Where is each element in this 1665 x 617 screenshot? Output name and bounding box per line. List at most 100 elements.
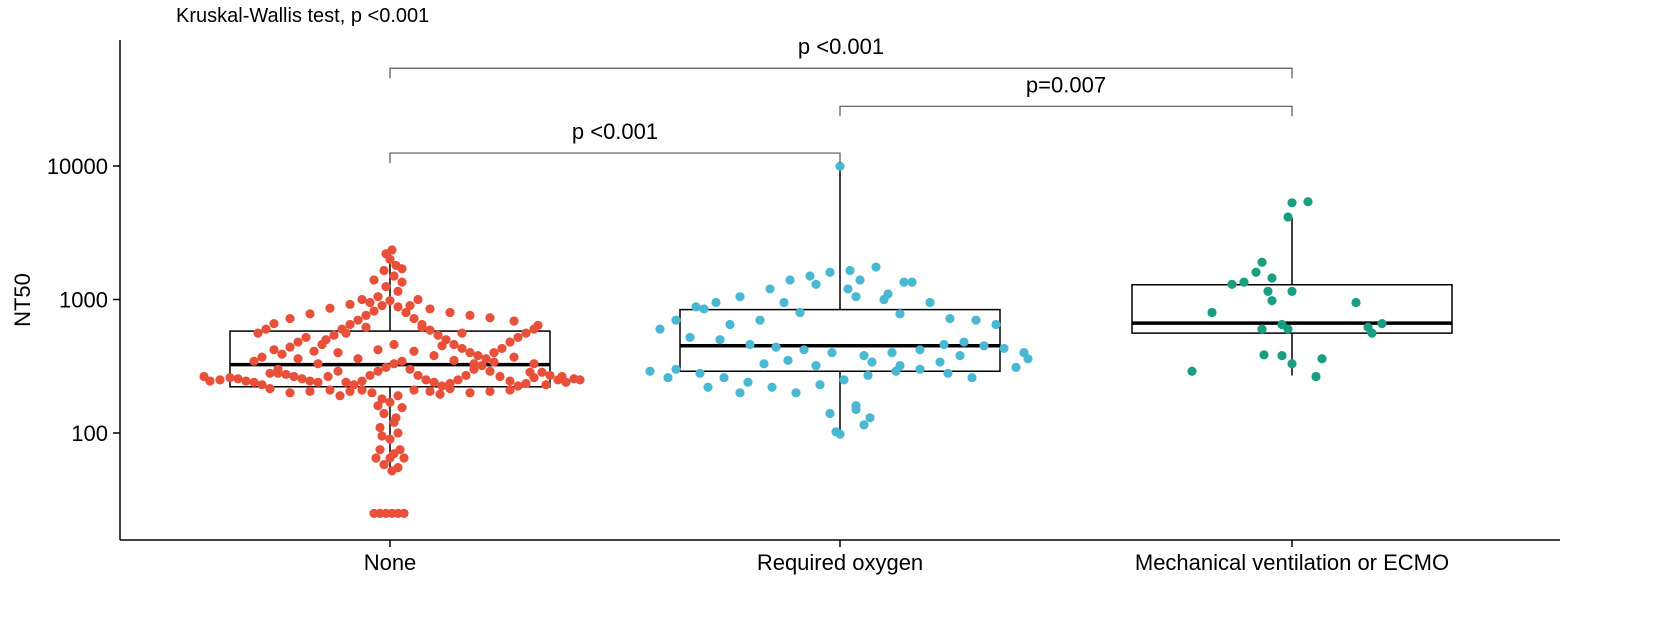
data-point — [495, 371, 505, 382]
data-point — [867, 357, 877, 367]
data-point — [943, 368, 953, 378]
data-point — [385, 296, 395, 306]
data-point — [425, 325, 435, 335]
data-point — [735, 388, 745, 398]
data-point — [377, 394, 387, 404]
data-point — [293, 354, 303, 364]
data-point — [305, 386, 315, 396]
data-point — [421, 375, 431, 385]
data-point — [699, 304, 709, 314]
data-point — [839, 375, 849, 385]
data-point — [379, 408, 389, 419]
data-point — [345, 386, 355, 396]
box-iqr — [1131, 283, 1453, 334]
data-point — [765, 284, 775, 294]
data-point — [887, 348, 897, 358]
data-point — [285, 342, 295, 352]
data-point — [1283, 324, 1293, 334]
data-point — [485, 313, 495, 323]
data-point — [835, 161, 845, 171]
data-point — [785, 275, 795, 285]
data-point — [999, 343, 1009, 354]
data-point — [281, 369, 291, 379]
box-2 — [679, 166, 1001, 433]
data-point — [321, 335, 331, 345]
data-point — [465, 310, 475, 321]
data-point — [389, 417, 399, 428]
data-point — [967, 373, 977, 383]
data-point — [745, 339, 755, 350]
p-value-label: p=0.007 — [1026, 72, 1106, 97]
data-point — [791, 388, 801, 398]
data-point — [1257, 324, 1267, 334]
data-point — [825, 408, 835, 419]
data-point — [241, 376, 251, 386]
data-point — [373, 292, 383, 302]
data-point — [935, 357, 945, 367]
data-point — [269, 318, 279, 329]
x-tick-label: Mechanical ventilation or ECMO — [1135, 550, 1449, 575]
data-point — [313, 377, 323, 387]
data-point — [685, 332, 695, 343]
data-point — [333, 366, 343, 376]
data-point — [457, 343, 467, 354]
data-point — [285, 313, 295, 324]
data-point — [265, 384, 275, 394]
data-point — [811, 279, 821, 289]
data-point — [425, 304, 435, 314]
data-point — [357, 294, 367, 305]
data-point — [409, 346, 419, 356]
data-point — [409, 385, 419, 395]
data-point — [365, 370, 375, 381]
data-point — [795, 307, 805, 318]
data-point — [393, 286, 403, 296]
data-point — [371, 453, 381, 463]
data-point — [979, 341, 989, 351]
data-point — [465, 348, 475, 358]
box-iqr — [229, 330, 551, 388]
significance-brackets: p <0.001 p=0.007 p <0.001 — [389, 34, 1293, 164]
data-point — [715, 335, 725, 345]
data-point — [505, 337, 515, 347]
data-point — [811, 360, 821, 371]
y-axis-title: NT50 — [10, 273, 35, 327]
data-point — [341, 377, 351, 387]
data-point — [1251, 267, 1261, 277]
bracket — [839, 105, 1293, 117]
data-point — [959, 337, 969, 347]
data-point — [373, 401, 383, 411]
data-point — [257, 352, 267, 362]
data-point — [1263, 286, 1273, 296]
data-point — [1351, 297, 1361, 308]
data-point — [393, 391, 403, 401]
p-value-label: p <0.001 — [798, 34, 884, 59]
data-point — [955, 350, 965, 361]
data-point — [645, 366, 655, 376]
data-point — [345, 299, 355, 309]
data-point — [1287, 359, 1297, 369]
data-point — [449, 339, 459, 350]
data-point — [725, 319, 735, 330]
data-point — [305, 376, 315, 386]
data-point — [489, 348, 499, 358]
y-tick-label: 1000 — [59, 288, 108, 313]
data-point — [249, 377, 259, 387]
data-point — [1283, 212, 1293, 222]
data-point — [301, 332, 311, 343]
data-point — [373, 345, 383, 355]
data-point — [413, 370, 423, 381]
data-point — [289, 371, 299, 382]
data-point — [945, 313, 955, 324]
data-point — [365, 297, 375, 308]
data-point — [277, 349, 287, 359]
data-point — [759, 359, 769, 369]
box-3 — [1131, 217, 1453, 376]
points-1 — [199, 245, 585, 518]
data-point — [529, 359, 539, 369]
data-point — [879, 294, 889, 305]
data-point — [345, 319, 355, 330]
data-point — [477, 360, 487, 371]
data-point — [379, 265, 389, 276]
data-point — [783, 355, 793, 365]
data-point — [735, 292, 745, 302]
